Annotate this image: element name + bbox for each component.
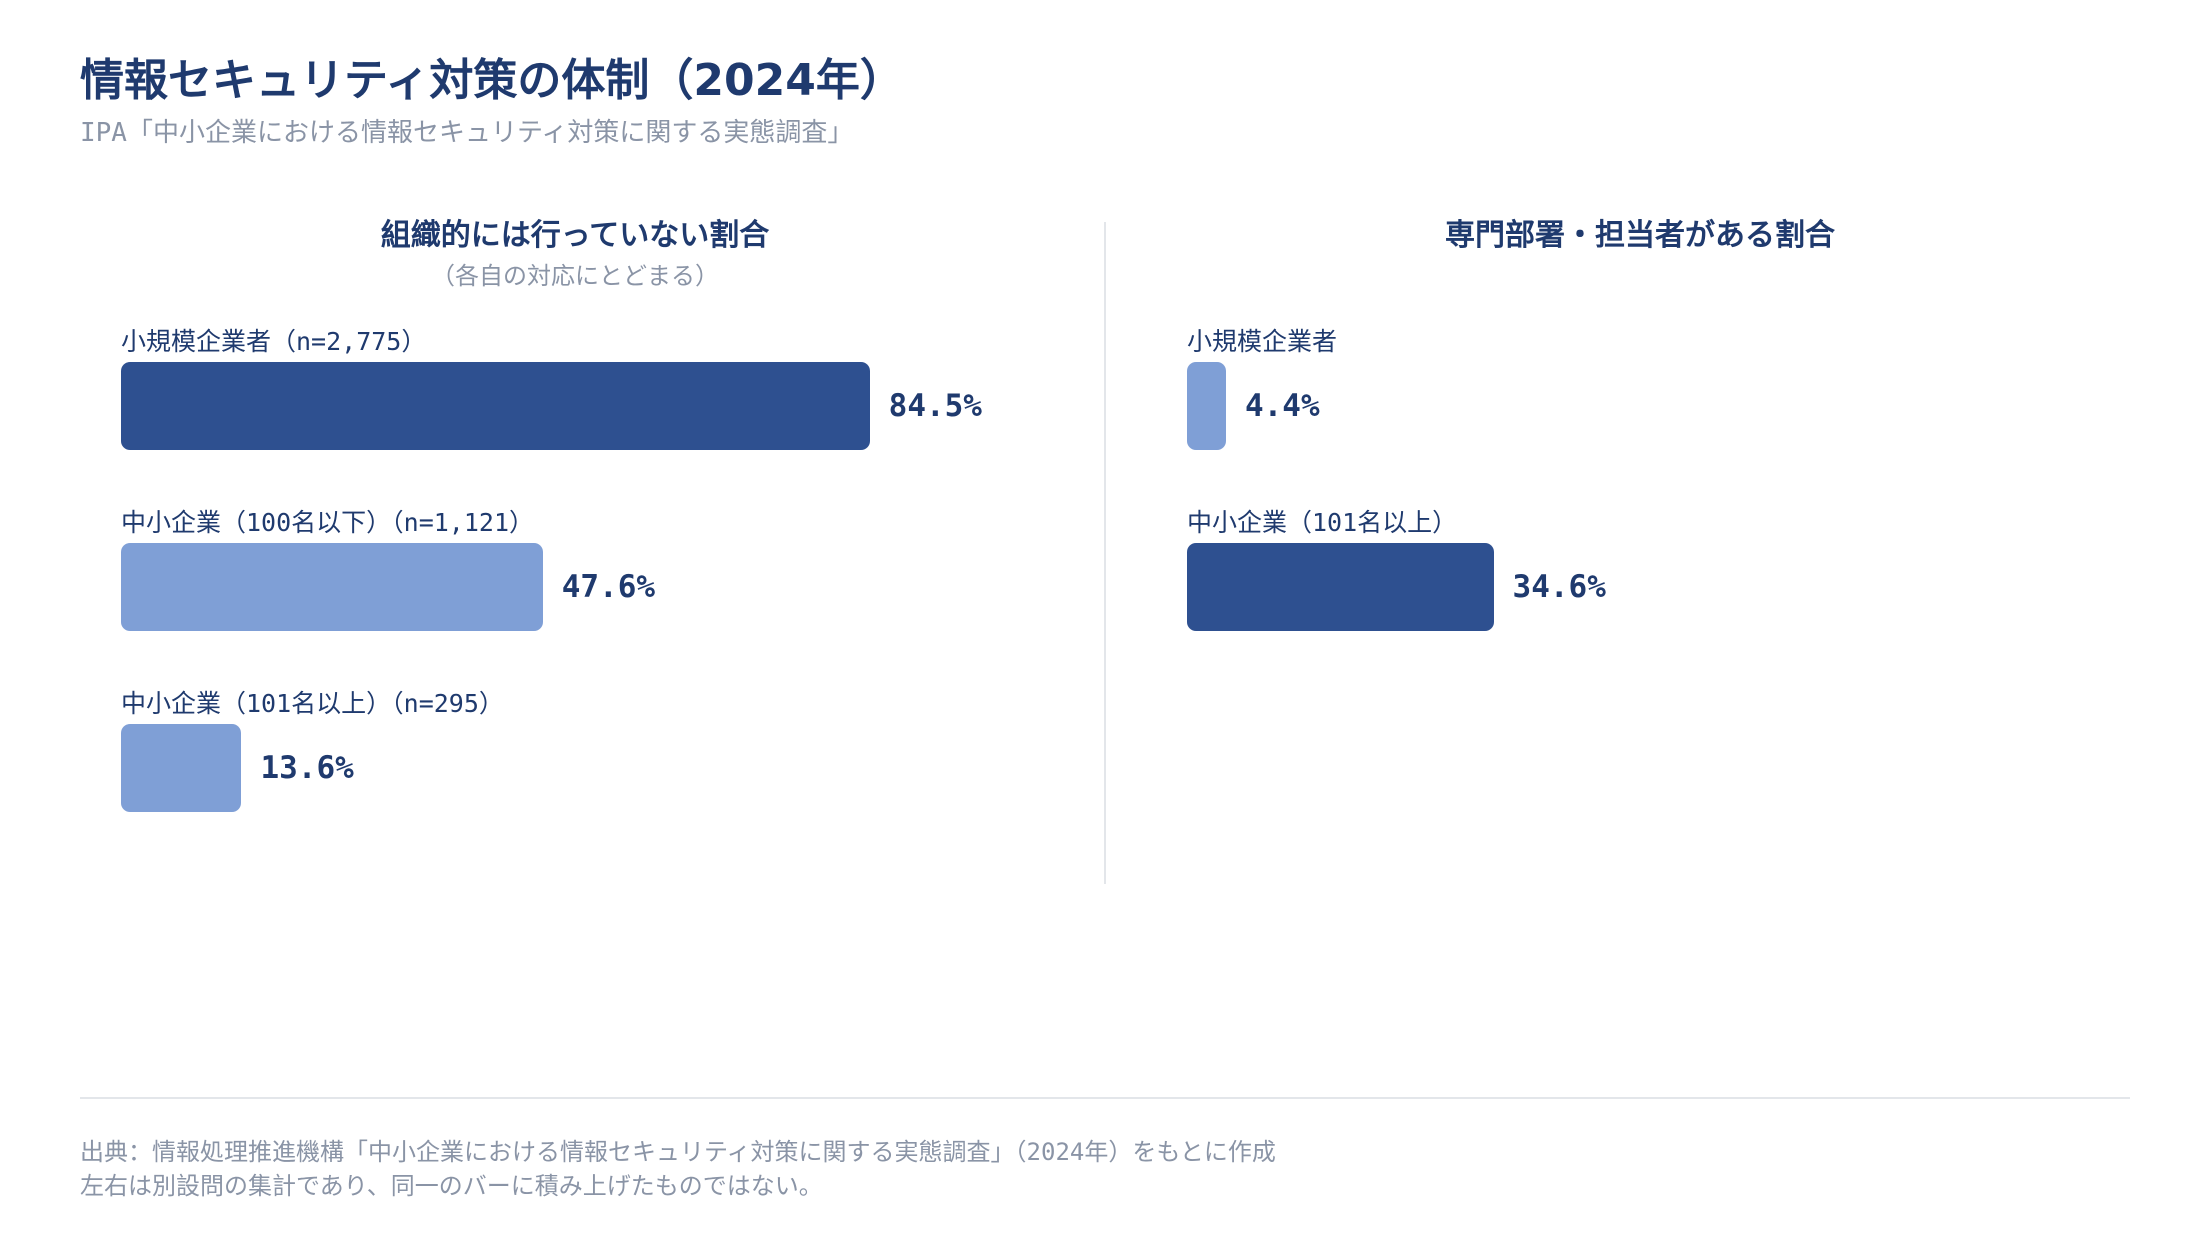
page-title: 情報セキュリティ対策の体制（2024年） — [80, 55, 904, 106]
chart-left-title: 組織的には行っていない割合 — [380, 218, 770, 253]
page-subtitle: IPA「中小企業における情報セキュリティ対策に関する実態調査」 — [80, 118, 854, 148]
chart-left-subtitle: （各自の対応にとどまる） — [431, 262, 719, 290]
value-label: 34.6% — [1512, 569, 1606, 605]
source-note: 出典：情報処理推進機構「中小企業における情報セキュリティ対策に関する実態調査」（… — [80, 1138, 1276, 1166]
bar — [121, 362, 870, 450]
value-label: 47.6% — [561, 569, 656, 605]
value-label: 84.5% — [888, 388, 982, 424]
value-label: 13.6% — [260, 750, 354, 786]
value-label: 4.4% — [1244, 388, 1320, 424]
footnote: 左右は別設問の集計であり、同一のバーに積み上げたものではない。 — [80, 1172, 823, 1200]
bar — [121, 543, 543, 631]
bar — [1187, 362, 1226, 450]
bar — [121, 724, 242, 812]
category-label: 中小企業（100名以下）（n=1,121） — [121, 508, 535, 537]
panel-divider — [1104, 222, 1106, 884]
chart-right-title: 専門部署・担当者がある割合 — [1445, 218, 1835, 253]
category-label: 小規模企業者 — [1187, 327, 1338, 356]
category-label: 中小企業（101名以上） — [1187, 508, 1458, 537]
category-label: 小規模企業者（n=2,775） — [121, 327, 427, 356]
category-label: 中小企業（101名以上）（n=295） — [121, 689, 504, 718]
bar — [1187, 543, 1494, 631]
footer-divider — [80, 1097, 2130, 1099]
